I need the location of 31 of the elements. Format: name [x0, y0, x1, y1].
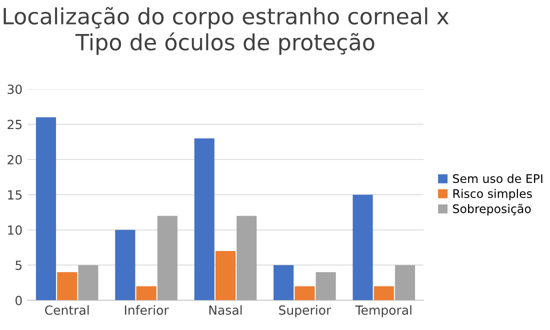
y-tick-label: 20 [8, 154, 22, 164]
bar [78, 265, 98, 300]
bar [36, 117, 56, 300]
bar [316, 272, 336, 300]
y-tick-label: 5 [16, 260, 22, 270]
x-tick-label: Superior [279, 305, 332, 318]
bar [274, 265, 294, 300]
x-tick-label: Nasal [209, 305, 242, 315]
x-tick-label: Inferior [124, 305, 169, 315]
y-tick-label: 25 [8, 120, 22, 130]
bar [236, 216, 257, 300]
bar [215, 251, 236, 300]
bar [57, 272, 78, 300]
x-tick-label: Central [45, 305, 89, 315]
legend-label: Sobreposição [453, 204, 531, 216]
y-tick-label: 15 [8, 190, 22, 200]
y-tick-label: 0 [16, 296, 22, 306]
x-tick-label: Temporal [355, 305, 412, 318]
bar [136, 286, 156, 300]
bar [294, 286, 315, 300]
bar [157, 216, 178, 300]
bar [394, 265, 416, 300]
legend-label: Risco simples [453, 188, 532, 200]
bar [194, 138, 214, 300]
bar [374, 286, 394, 300]
bar [115, 230, 136, 300]
y-tick-label: 30 [8, 84, 22, 94]
bar [352, 194, 373, 300]
legend-label: Sem uso de EPI [453, 174, 542, 184]
y-tick-label: 10 [8, 225, 22, 235]
chart-title: Localização do corpo estranho corneal x Tipo de óculos de proteção [4, 6, 449, 55]
